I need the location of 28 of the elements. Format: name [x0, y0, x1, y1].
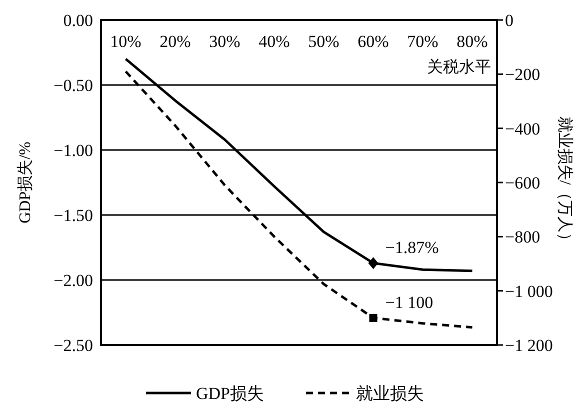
y-tick-label: −2.00 — [54, 271, 93, 290]
y2-tick-label: −200 — [505, 65, 540, 84]
x-tick-label: 50% — [308, 32, 340, 51]
y-axis-title: GDP损失/% — [16, 142, 34, 224]
x-tick-label: 40% — [258, 32, 290, 51]
y-tick-label: −1.50 — [54, 206, 93, 225]
data-label: −1.87% — [385, 238, 439, 258]
y2-tick-label: −400 — [505, 119, 540, 138]
x-axis-title: 关税水平 — [427, 58, 491, 76]
y-tick-label: 0.00 — [63, 11, 93, 30]
x-tick-label: 10% — [110, 32, 142, 51]
y2-tick-label: 0 — [505, 11, 514, 30]
x-tick-label: 60% — [358, 32, 389, 51]
x-tick-label: 30% — [209, 32, 240, 51]
x-tick-label: 20% — [160, 32, 191, 51]
y-tick-label: −1.00 — [54, 141, 93, 160]
legend-label: GDP损失 — [196, 384, 264, 403]
y2-tick-label: −800 — [505, 228, 540, 247]
data-label: −1 100 — [385, 292, 434, 312]
y2-tick-label: −1 000 — [505, 282, 553, 301]
x-tick-label: 80% — [456, 32, 488, 51]
y2-tick-label: −600 — [505, 174, 540, 192]
y-tick-label: −0.50 — [54, 76, 93, 95]
y2-tick-label: −1 200 — [505, 336, 553, 355]
x-tick-label: 70% — [407, 32, 438, 51]
y-tick-label: −2.50 — [54, 336, 93, 355]
y2-axis-title: 就业损失/（万人） — [556, 116, 574, 249]
legend-label: 就业损失 — [356, 384, 424, 403]
